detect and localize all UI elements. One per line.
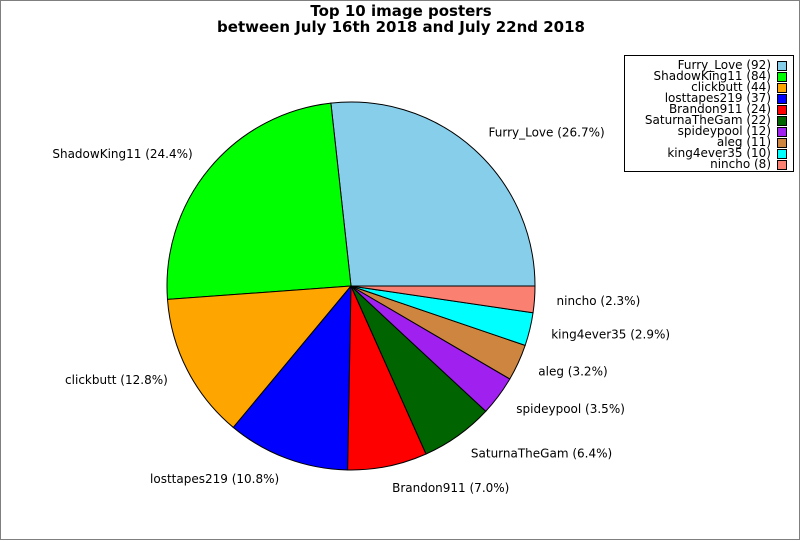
- legend-swatch: [777, 137, 787, 148]
- legend-label: losttapes219 (37): [664, 91, 771, 105]
- legend-item-shadowking11: ShadowKing11 (84): [653, 69, 787, 83]
- legend-item-aleg: aleg (11): [716, 135, 787, 149]
- legend-label: aleg (11): [716, 135, 771, 149]
- pie-slice-furry_love: [330, 101, 536, 287]
- legend-swatch: [777, 93, 787, 104]
- legend-item-spideypool: spideypool (12): [677, 124, 787, 138]
- pie-slice-losttapes219: [232, 284, 352, 471]
- legend-label: ShadowKing11 (84): [653, 69, 772, 83]
- legend-label: Brandon911 (24): [668, 102, 771, 116]
- slice-label-clickbutt: clickbutt (12.8%): [65, 373, 168, 387]
- legend-item-furry_love: Furry_Love (92): [677, 58, 787, 72]
- legend-label: SaturnaTheGam (22): [644, 113, 771, 127]
- pie-slice-shadowking11: [166, 102, 352, 300]
- legend-swatch: [777, 115, 787, 126]
- legend-label: nincho (8): [710, 157, 771, 171]
- slice-label-saturnathegam: SaturnaTheGam (6.4%): [471, 447, 612, 461]
- legend-label: clickbutt (44): [691, 80, 771, 94]
- legend-swatch: [777, 104, 787, 115]
- slice-label-nincho: nincho (2.3%): [557, 294, 641, 308]
- chart-legend: Furry_Love (92) ShadowKing11 (84) clickbut…: [624, 55, 794, 172]
- slice-label-losttapes219: losttapes219 (10.8%): [150, 472, 279, 486]
- legend-swatch: [777, 159, 787, 170]
- slice-label-brandon911: Brandon911 (7.0%): [392, 481, 509, 495]
- pie-slice-clickbutt: [166, 285, 353, 429]
- legend-item-brandon911: Brandon911 (24): [668, 102, 787, 116]
- legend-swatch: [777, 148, 787, 159]
- legend-swatch: [777, 126, 787, 137]
- slice-label-aleg: aleg (3.2%): [538, 365, 607, 379]
- chart-subtitle: between July 16th 2018 and July 22nd 201…: [217, 18, 585, 36]
- slice-label-shadowking11: ShadowKing11 (24.4%): [52, 147, 192, 161]
- legend-item-losttapes219: losttapes219 (37): [664, 91, 787, 105]
- pie-slice-nincho: [350, 285, 536, 314]
- slice-label-spideypool: spideypool (3.5%): [516, 402, 625, 416]
- chart-title: Top 10 image posters: [310, 2, 492, 20]
- legend-item-saturnathegam: SaturnaTheGam (22): [644, 113, 787, 127]
- slice-label-furry_love: Furry_Love (26.7%): [489, 126, 605, 140]
- legend-item-clickbutt: clickbutt (44): [691, 80, 787, 94]
- legend-swatch: [777, 71, 787, 82]
- chart-title-block: Top 10 image posters between July 16th 2…: [1, 3, 800, 35]
- slice-label-king4ever35: king4ever35 (2.9%): [551, 328, 670, 342]
- legend-label: spideypool (12): [677, 124, 771, 138]
- legend-item-nincho: nincho (8): [710, 157, 787, 171]
- legend-swatch: [777, 60, 787, 71]
- legend-label: Furry_Love (92): [677, 58, 771, 72]
- legend-label: king4ever35 (10): [667, 146, 771, 160]
- legend-swatch: [777, 82, 787, 93]
- legend-item-king4ever35: king4ever35 (10): [667, 146, 787, 160]
